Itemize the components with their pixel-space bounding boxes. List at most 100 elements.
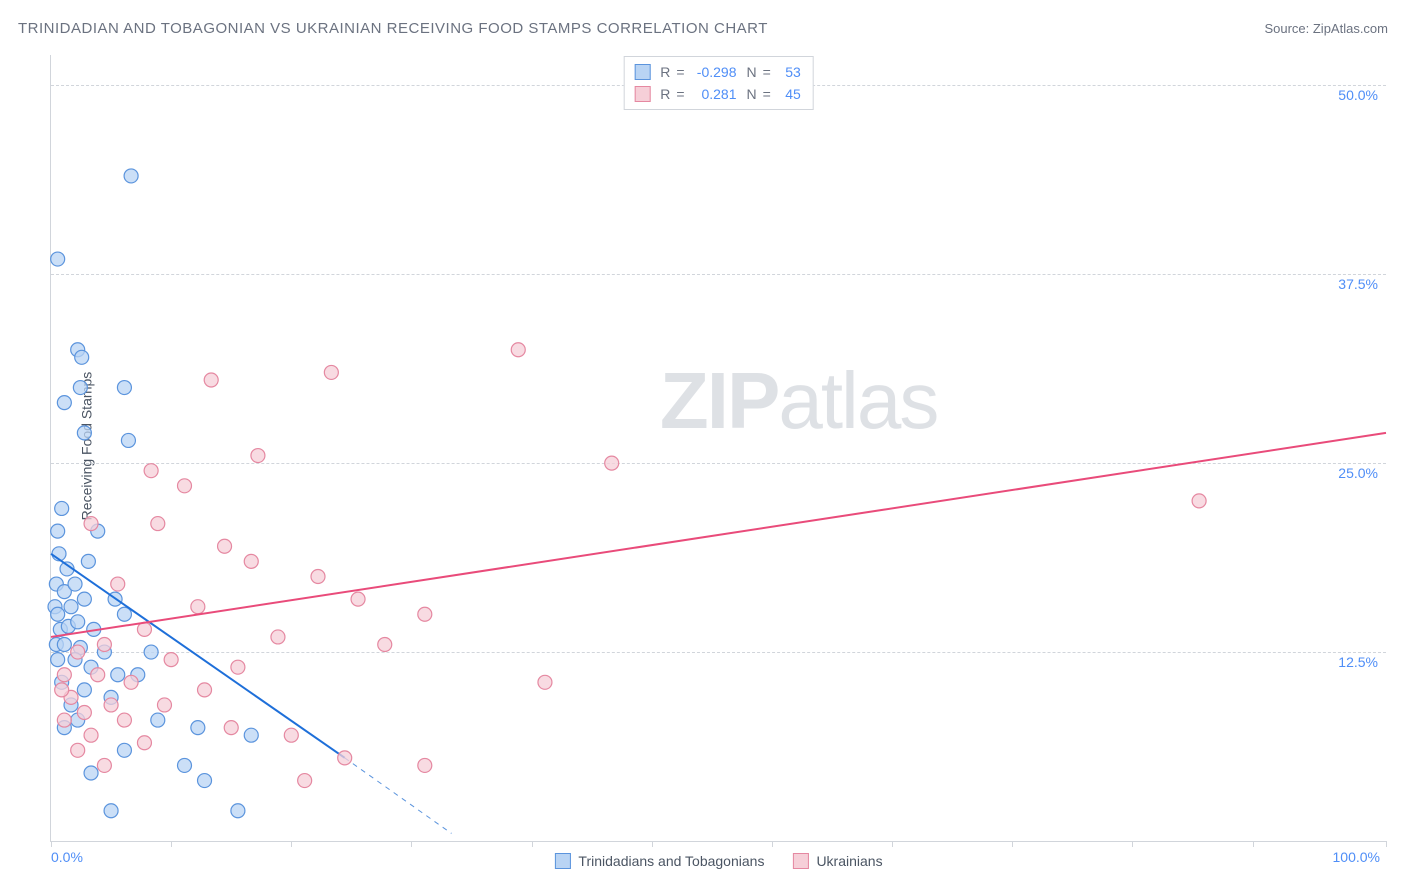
data-point-ukrainian	[137, 736, 151, 750]
data-point-trinidad	[144, 645, 158, 659]
data-point-trinidad	[117, 381, 131, 395]
data-point-trinidad	[51, 607, 65, 621]
eq-sign: =	[763, 61, 771, 83]
chart-title: TRINIDADIAN AND TOBAGONIAN VS UKRAINIAN …	[18, 20, 768, 37]
data-point-ukrainian	[271, 630, 285, 644]
legend-swatch-ukrainian	[792, 853, 808, 869]
eq-sign: =	[763, 83, 771, 105]
x-tick	[772, 841, 773, 847]
data-point-trinidad	[244, 728, 258, 742]
data-point-trinidad	[51, 653, 65, 667]
legend-swatch-trinidad	[554, 853, 570, 869]
data-point-ukrainian	[144, 464, 158, 478]
data-point-trinidad	[64, 600, 78, 614]
data-point-ukrainian	[324, 365, 338, 379]
n-value-trinidad: 53	[777, 61, 801, 83]
data-point-ukrainian	[224, 721, 238, 735]
x-tick	[1253, 841, 1254, 847]
corr-row-trinidad: R = -0.298 N = 53	[634, 61, 801, 83]
data-point-ukrainian	[338, 751, 352, 765]
x-tick	[171, 841, 172, 847]
r-label: R	[660, 61, 670, 83]
data-point-ukrainian	[84, 517, 98, 531]
r-label: R	[660, 83, 670, 105]
data-point-ukrainian	[204, 373, 218, 387]
n-label: N	[747, 83, 757, 105]
data-point-trinidad	[121, 433, 135, 447]
data-point-trinidad	[57, 396, 71, 410]
data-point-ukrainian	[244, 554, 258, 568]
data-point-trinidad	[178, 758, 192, 772]
x-tick	[411, 841, 412, 847]
data-point-ukrainian	[111, 577, 125, 591]
x-tick	[652, 841, 653, 847]
x-tick	[532, 841, 533, 847]
data-point-ukrainian	[378, 638, 392, 652]
data-point-ukrainian	[418, 758, 432, 772]
x-tick	[1012, 841, 1013, 847]
legend-item-ukrainian: Ukrainians	[792, 853, 882, 869]
data-point-ukrainian	[251, 449, 265, 463]
data-point-trinidad	[55, 501, 69, 515]
data-point-trinidad	[117, 743, 131, 757]
scatter-plot-svg	[51, 55, 1386, 841]
data-point-ukrainian	[511, 343, 525, 357]
data-point-ukrainian	[91, 668, 105, 682]
data-point-trinidad	[68, 577, 82, 591]
data-point-ukrainian	[71, 743, 85, 757]
source-link[interactable]: ZipAtlas.com	[1313, 21, 1388, 36]
data-point-ukrainian	[71, 645, 85, 659]
data-point-trinidad	[124, 169, 138, 183]
data-point-ukrainian	[157, 698, 171, 712]
data-point-ukrainian	[97, 638, 111, 652]
x-axis-max-label: 100.0%	[1333, 849, 1380, 865]
data-point-trinidad	[71, 615, 85, 629]
trend-line-ukrainian	[51, 433, 1386, 637]
data-point-trinidad	[57, 638, 71, 652]
source-prefix: Source:	[1264, 21, 1312, 36]
x-axis-legend: Trinidadians and Tobagonians Ukrainians	[554, 853, 882, 869]
legend-label-ukrainian: Ukrainians	[816, 853, 882, 869]
n-value-ukrainian: 45	[777, 83, 801, 105]
data-point-trinidad	[198, 774, 212, 788]
data-point-ukrainian	[284, 728, 298, 742]
data-point-trinidad	[77, 592, 91, 606]
data-point-ukrainian	[77, 706, 91, 720]
data-point-trinidad	[231, 804, 245, 818]
correlation-legend-box: R = -0.298 N = 53 R = 0.281 N = 45	[623, 56, 814, 110]
r-value-ukrainian: 0.281	[691, 83, 737, 105]
data-point-trinidad	[51, 524, 65, 538]
data-point-trinidad	[75, 350, 89, 364]
data-point-ukrainian	[57, 668, 71, 682]
data-point-ukrainian	[298, 774, 312, 788]
data-point-ukrainian	[198, 683, 212, 697]
x-tick	[291, 841, 292, 847]
data-point-trinidad	[77, 683, 91, 697]
eq-sign: =	[676, 61, 684, 83]
data-point-trinidad	[84, 766, 98, 780]
data-point-ukrainian	[1192, 494, 1206, 508]
data-point-ukrainian	[178, 479, 192, 493]
x-tick	[1386, 841, 1387, 847]
data-point-ukrainian	[418, 607, 432, 621]
r-value-trinidad: -0.298	[691, 61, 737, 83]
data-point-ukrainian	[218, 539, 232, 553]
data-point-trinidad	[51, 252, 65, 266]
data-point-ukrainian	[124, 675, 138, 689]
data-point-ukrainian	[55, 683, 69, 697]
data-point-trinidad	[111, 668, 125, 682]
corr-row-ukrainian: R = 0.281 N = 45	[634, 83, 801, 105]
x-tick	[892, 841, 893, 847]
x-tick	[1132, 841, 1133, 847]
data-point-trinidad	[77, 426, 91, 440]
data-point-ukrainian	[231, 660, 245, 674]
source-attribution: Source: ZipAtlas.com	[1264, 21, 1388, 36]
data-point-ukrainian	[84, 728, 98, 742]
data-point-ukrainian	[311, 569, 325, 583]
data-point-trinidad	[73, 381, 87, 395]
data-point-ukrainian	[538, 675, 552, 689]
swatch-trinidad	[634, 64, 650, 80]
data-point-ukrainian	[351, 592, 365, 606]
n-label: N	[747, 61, 757, 83]
legend-label-trinidad: Trinidadians and Tobagonians	[578, 853, 764, 869]
